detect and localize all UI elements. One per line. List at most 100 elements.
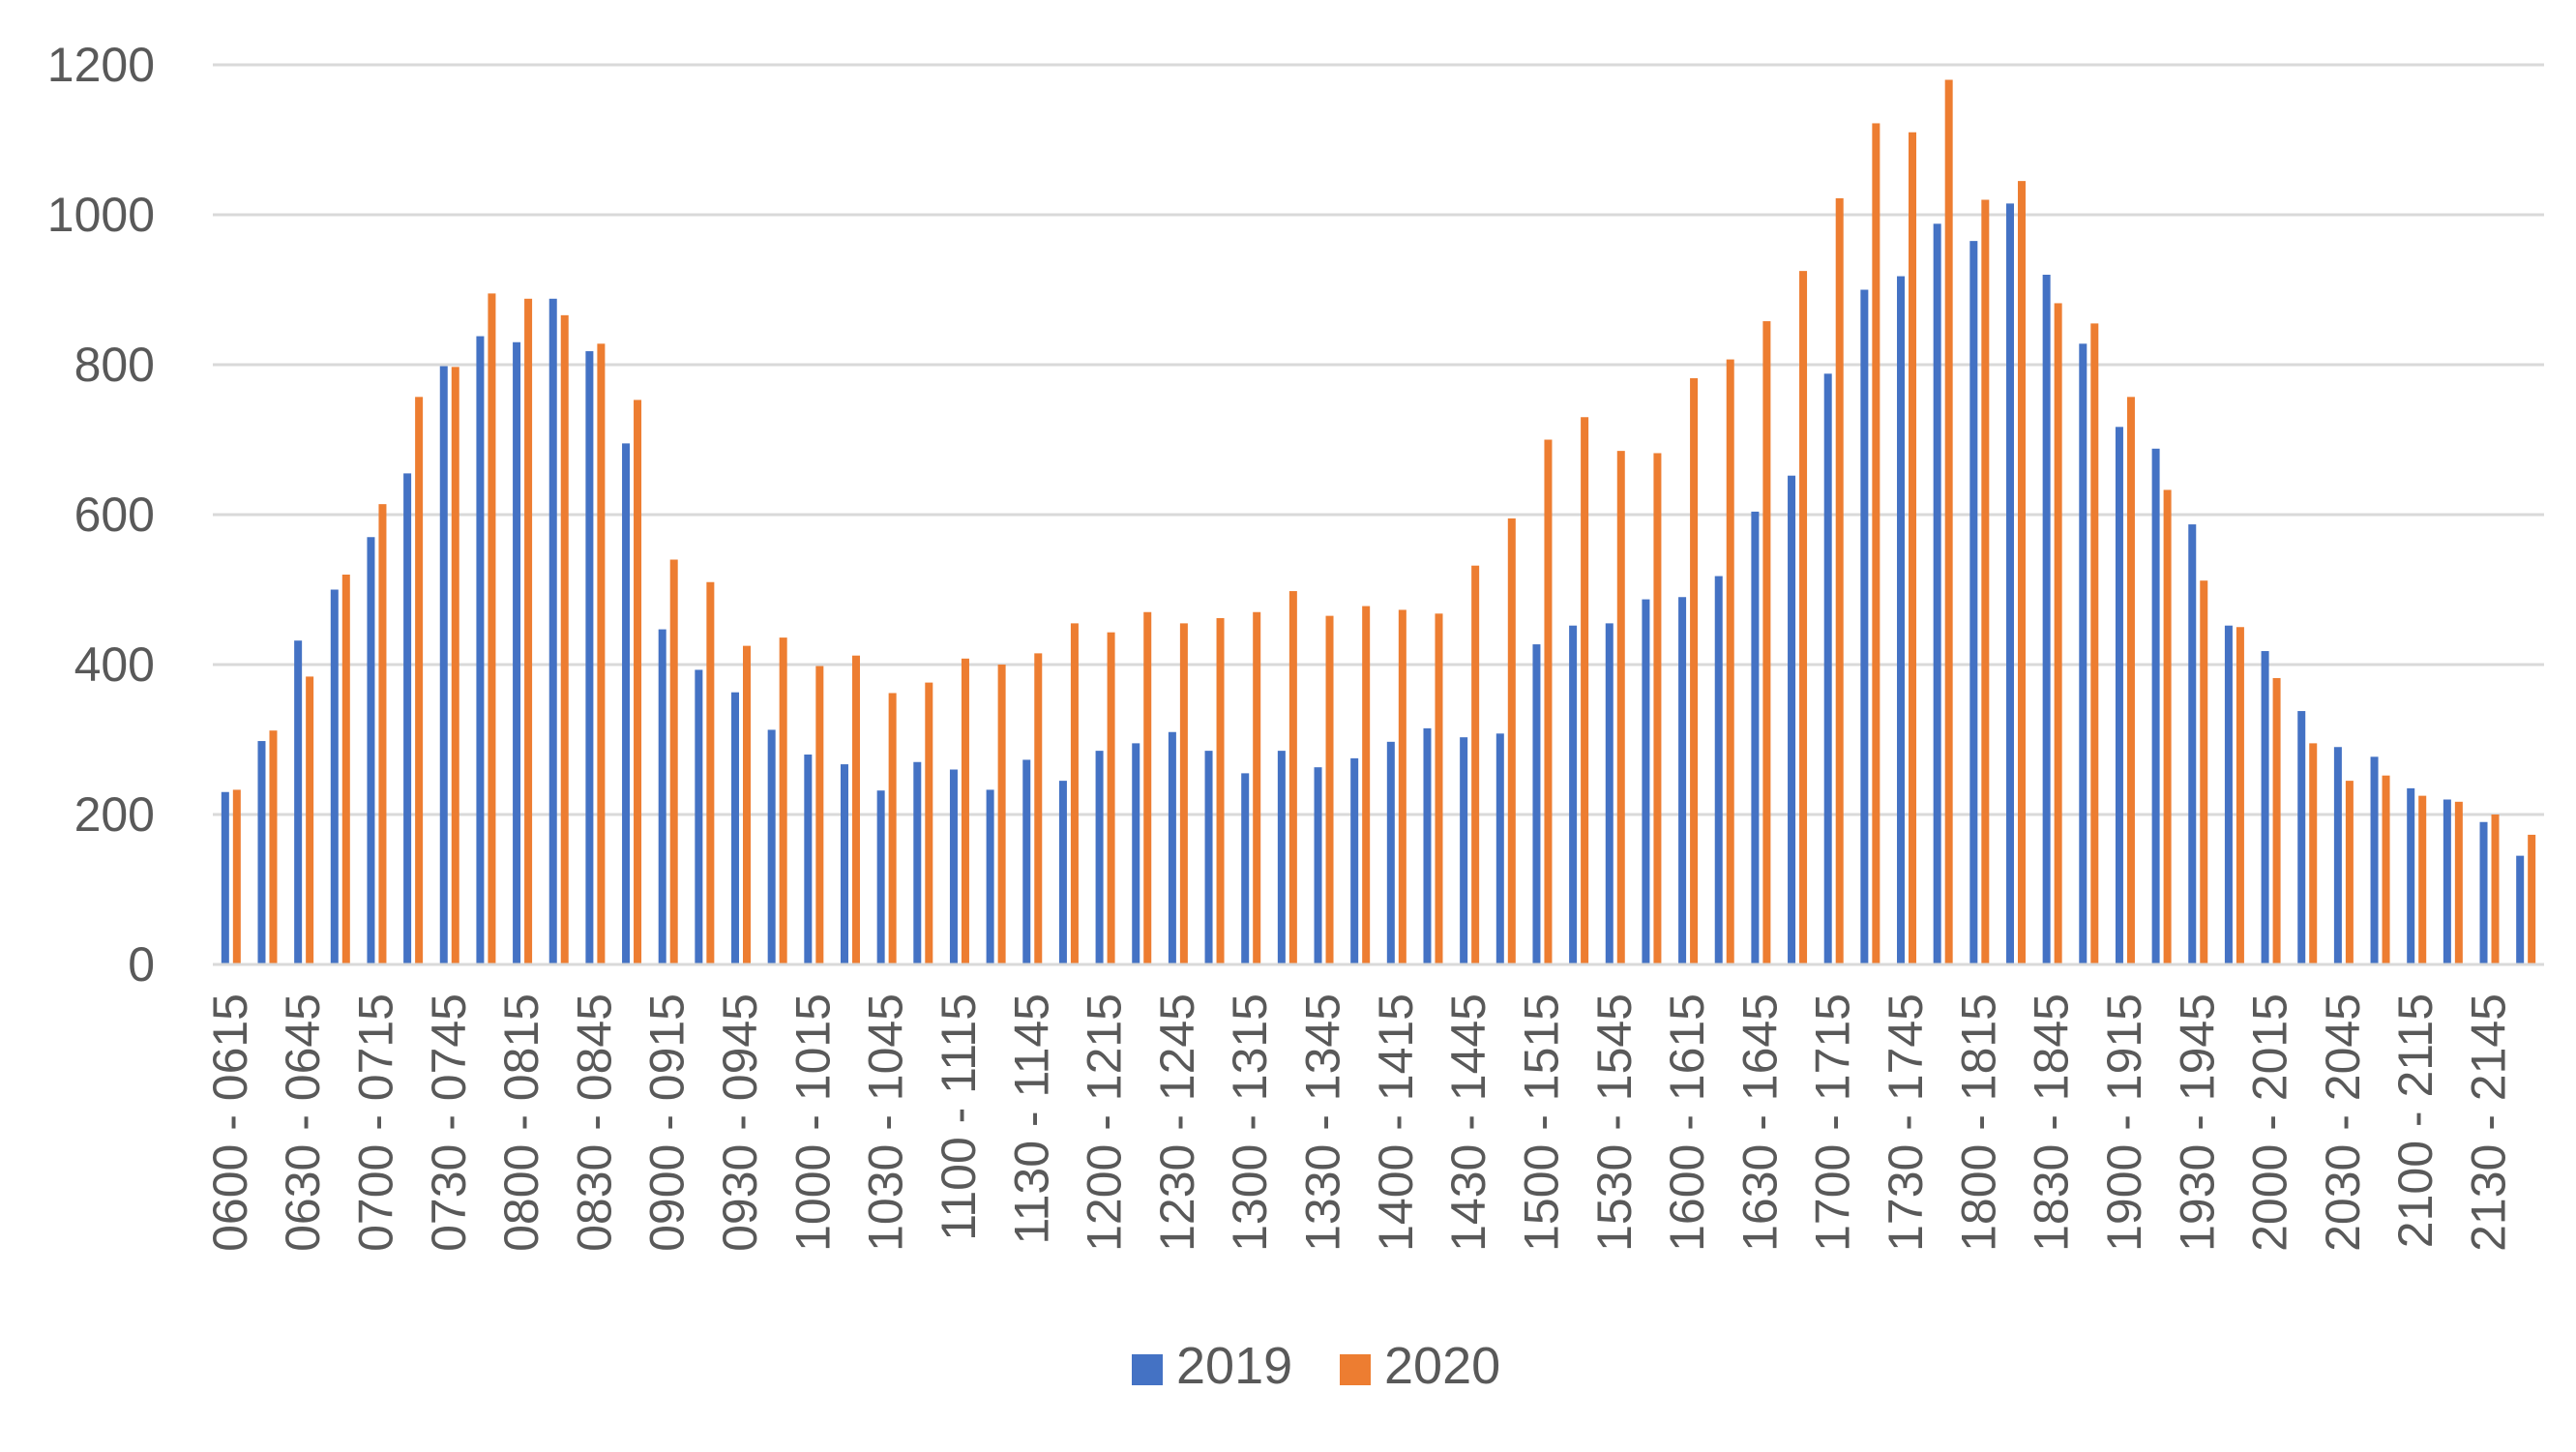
bar-2020-1030-1045: [888, 693, 897, 964]
legend-swatch-2020: [1340, 1354, 1371, 1385]
bar-2020-1745-1800: [1944, 79, 1953, 964]
legend-swatch-2019: [1132, 1354, 1163, 1385]
bar-2019-0730-0745: [439, 366, 448, 964]
bar-2019-1100-1115: [949, 769, 958, 964]
bar-2019-1115-1130: [986, 789, 994, 964]
bar-2020-1415-1430: [1435, 613, 1443, 964]
bar-2020-1500-1515: [1544, 439, 1553, 964]
bar-2020-1915-1930: [2163, 489, 2172, 964]
bar-2019-0945-1000: [767, 729, 776, 964]
bar-2020-1100-1115: [961, 658, 969, 964]
x-tick-label: 1730 - 1745: [1879, 993, 1933, 1252]
bar-2020-2115-2130: [2454, 801, 2463, 964]
bar-2019-1845-1900: [2079, 343, 2087, 964]
bar-2020-1800-1815: [1981, 199, 1990, 964]
bar-2019-1730-1745: [1897, 276, 1906, 964]
bar-2019-1745-1800: [1933, 223, 1941, 965]
bar-2019-1200-1215: [1095, 751, 1104, 964]
bar-2020-1145-1200: [1070, 623, 1079, 964]
bar-2020-1815-1830: [2017, 181, 2026, 964]
bar-2020-0745-0800: [488, 293, 496, 964]
bar-2020-1900-1915: [2126, 397, 2135, 964]
bar-2019-1230-1245: [1168, 731, 1176, 964]
legend-label-2020: 2020: [1384, 1337, 1500, 1395]
bar-2020-2145-2200: [2528, 834, 2536, 964]
y-axis-ticks: 0 200 400 600 800 1000 1200: [47, 38, 155, 992]
bar-2019-2000-2015: [2261, 651, 2269, 964]
bar-2020-1430-1445: [1471, 565, 1480, 964]
bar-2019-1530-1545: [1605, 623, 1614, 964]
bar-2019-1715-1730: [1860, 289, 1869, 964]
bar-2019-2100-2115: [2407, 787, 2415, 964]
bar-2019-1600-1615: [1678, 597, 1687, 964]
bar-2019-1215-1230: [1132, 743, 1140, 964]
bar-2019-0815-0830: [548, 298, 557, 964]
x-axis-ticks: 0600 - 0615 0630 - 0645 0700 - 0715 0730 - …: [203, 993, 2516, 1252]
bar-2019-1030-1045: [876, 790, 885, 964]
x-tick-label: 1830 - 1845: [2025, 993, 2079, 1252]
bar-2020-0700-0715: [378, 504, 387, 964]
bar-2019-0900-0915: [658, 629, 666, 964]
bar-2019-0845-0900: [622, 443, 631, 964]
bar-2020-1945-2000: [2235, 627, 2244, 964]
bar-2020-0630-0645: [306, 676, 314, 964]
bar-2019-1615-1630: [1714, 576, 1723, 964]
x-tick-label: 1300 - 1315: [1223, 993, 1277, 1252]
y-tick-label: 0: [128, 937, 155, 992]
bar-2020-1600-1615: [1690, 377, 1699, 964]
bar-2020-1845-1900: [2090, 323, 2099, 964]
bar-2020-1445-1500: [1507, 518, 1516, 964]
bar-2019-1645-1700: [1788, 475, 1796, 964]
bar-2019-1330-1345: [1314, 767, 1322, 964]
bar-2020-1000-1015: [815, 666, 824, 964]
bar-2019-0700-0715: [367, 537, 375, 964]
bar-2019-1430-1445: [1460, 737, 1468, 964]
bar-2019-1545-1600: [1642, 599, 1650, 964]
bar-2020-1015-1030: [851, 655, 860, 964]
y-tick-label: 800: [74, 338, 155, 392]
bar-2019-0645-0700: [330, 589, 339, 964]
x-tick-label: 1330 - 1345: [1296, 993, 1350, 1252]
bar-2020-1315-1330: [1288, 591, 1297, 964]
x-tick-label: 1530 - 1545: [1587, 993, 1642, 1252]
bar-2020-0815-0830: [560, 314, 569, 965]
x-tick-label: 0900 - 0915: [640, 993, 695, 1252]
bar-2020-1300-1315: [1253, 611, 1261, 964]
bar-2019-1945-2000: [2224, 625, 2233, 964]
bar-2019-1300-1315: [1241, 773, 1250, 964]
bar-2019-0745-0800: [476, 336, 485, 964]
x-tick-label: 1030 - 1045: [859, 993, 913, 1252]
bar-2019-1830-1845: [2042, 275, 2051, 964]
bar-2020-0615-0630: [269, 730, 278, 964]
bar-2019-1400-1415: [1386, 741, 1395, 964]
bar-2020-1215-1230: [1143, 611, 1152, 964]
bar-2020-1700-1715: [1835, 197, 1844, 964]
x-tick-label: 1430 - 1445: [1441, 993, 1495, 1252]
bar-2019-2045-2100: [2370, 756, 2379, 964]
bar-2019-1815-1830: [2005, 203, 2014, 964]
x-tick-label: 1400 - 1415: [1369, 993, 1423, 1252]
bar-2019-1000-1015: [804, 755, 813, 964]
y-tick-label: 1200: [47, 38, 155, 92]
bar-2020-1130-1145: [1034, 653, 1043, 964]
bar-2020-1930-1945: [2200, 580, 2208, 964]
x-tick-label: 0700 - 0715: [348, 993, 402, 1252]
bar-2020-0930-0945: [743, 645, 752, 964]
bar-2020-0915-0930: [706, 581, 715, 964]
bar-2019-1245-1300: [1204, 751, 1213, 964]
x-tick-label: 1700 - 1715: [1806, 993, 1860, 1252]
bar-2020-1715-1730: [1872, 123, 1880, 964]
bar-2020-0600-0615: [232, 789, 241, 964]
bar-2020-0730-0745: [451, 367, 459, 964]
bar-2019-1045-1100: [913, 761, 922, 964]
bar-2019-2130-2145: [2479, 821, 2488, 964]
bar-2019-0800-0815: [513, 341, 521, 964]
bar-2019-1700-1715: [1823, 373, 1832, 964]
x-tick-label: 1000 - 1015: [785, 993, 840, 1252]
bar-2020-0800-0815: [524, 298, 533, 964]
bar-2019-1515-1530: [1569, 625, 1578, 964]
x-tick-label: 0930 - 0945: [713, 993, 767, 1252]
bar-2019-0630-0645: [294, 640, 303, 964]
x-tick-label: 1600 - 1615: [1660, 993, 1714, 1252]
